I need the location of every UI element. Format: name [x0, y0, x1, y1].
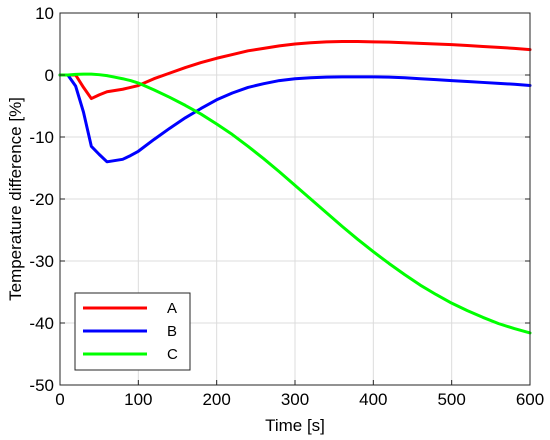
legend: ABC: [74, 292, 191, 371]
series-lines: [58, 40, 532, 335]
series-line-c: [58, 72, 532, 335]
x-tick-label: 600: [516, 390, 544, 409]
x-tick-label: 300: [281, 390, 309, 409]
y-tick-label: 10: [35, 4, 54, 23]
x-tick-label: 200: [202, 390, 230, 409]
y-tick-label: -10: [29, 128, 54, 147]
x-tick-label: 100: [124, 390, 152, 409]
series-line-b: [58, 73, 532, 164]
x-tick-label: 0: [55, 390, 64, 409]
x-tick-label: 400: [359, 390, 387, 409]
legend-label-c: C: [167, 346, 178, 363]
x-tick-label: 500: [437, 390, 465, 409]
y-tick-label: -20: [29, 190, 54, 209]
y-tick-label: -30: [29, 252, 54, 271]
axes: 0 100 200 300 400 500 600 -50 -40 -30 -20 -10 0 10: [29, 4, 544, 409]
legend-label-b: B: [167, 323, 177, 340]
y-tick-label: -40: [29, 314, 54, 333]
series-line-a: [58, 40, 532, 101]
y-tick-label: 0: [45, 66, 54, 85]
y-tick-label: -50: [29, 376, 54, 395]
legend-label-a: A: [167, 300, 177, 317]
x-axis-label: Time [s]: [265, 416, 325, 435]
y-axis-label: Temperature difference [%]: [6, 97, 25, 301]
